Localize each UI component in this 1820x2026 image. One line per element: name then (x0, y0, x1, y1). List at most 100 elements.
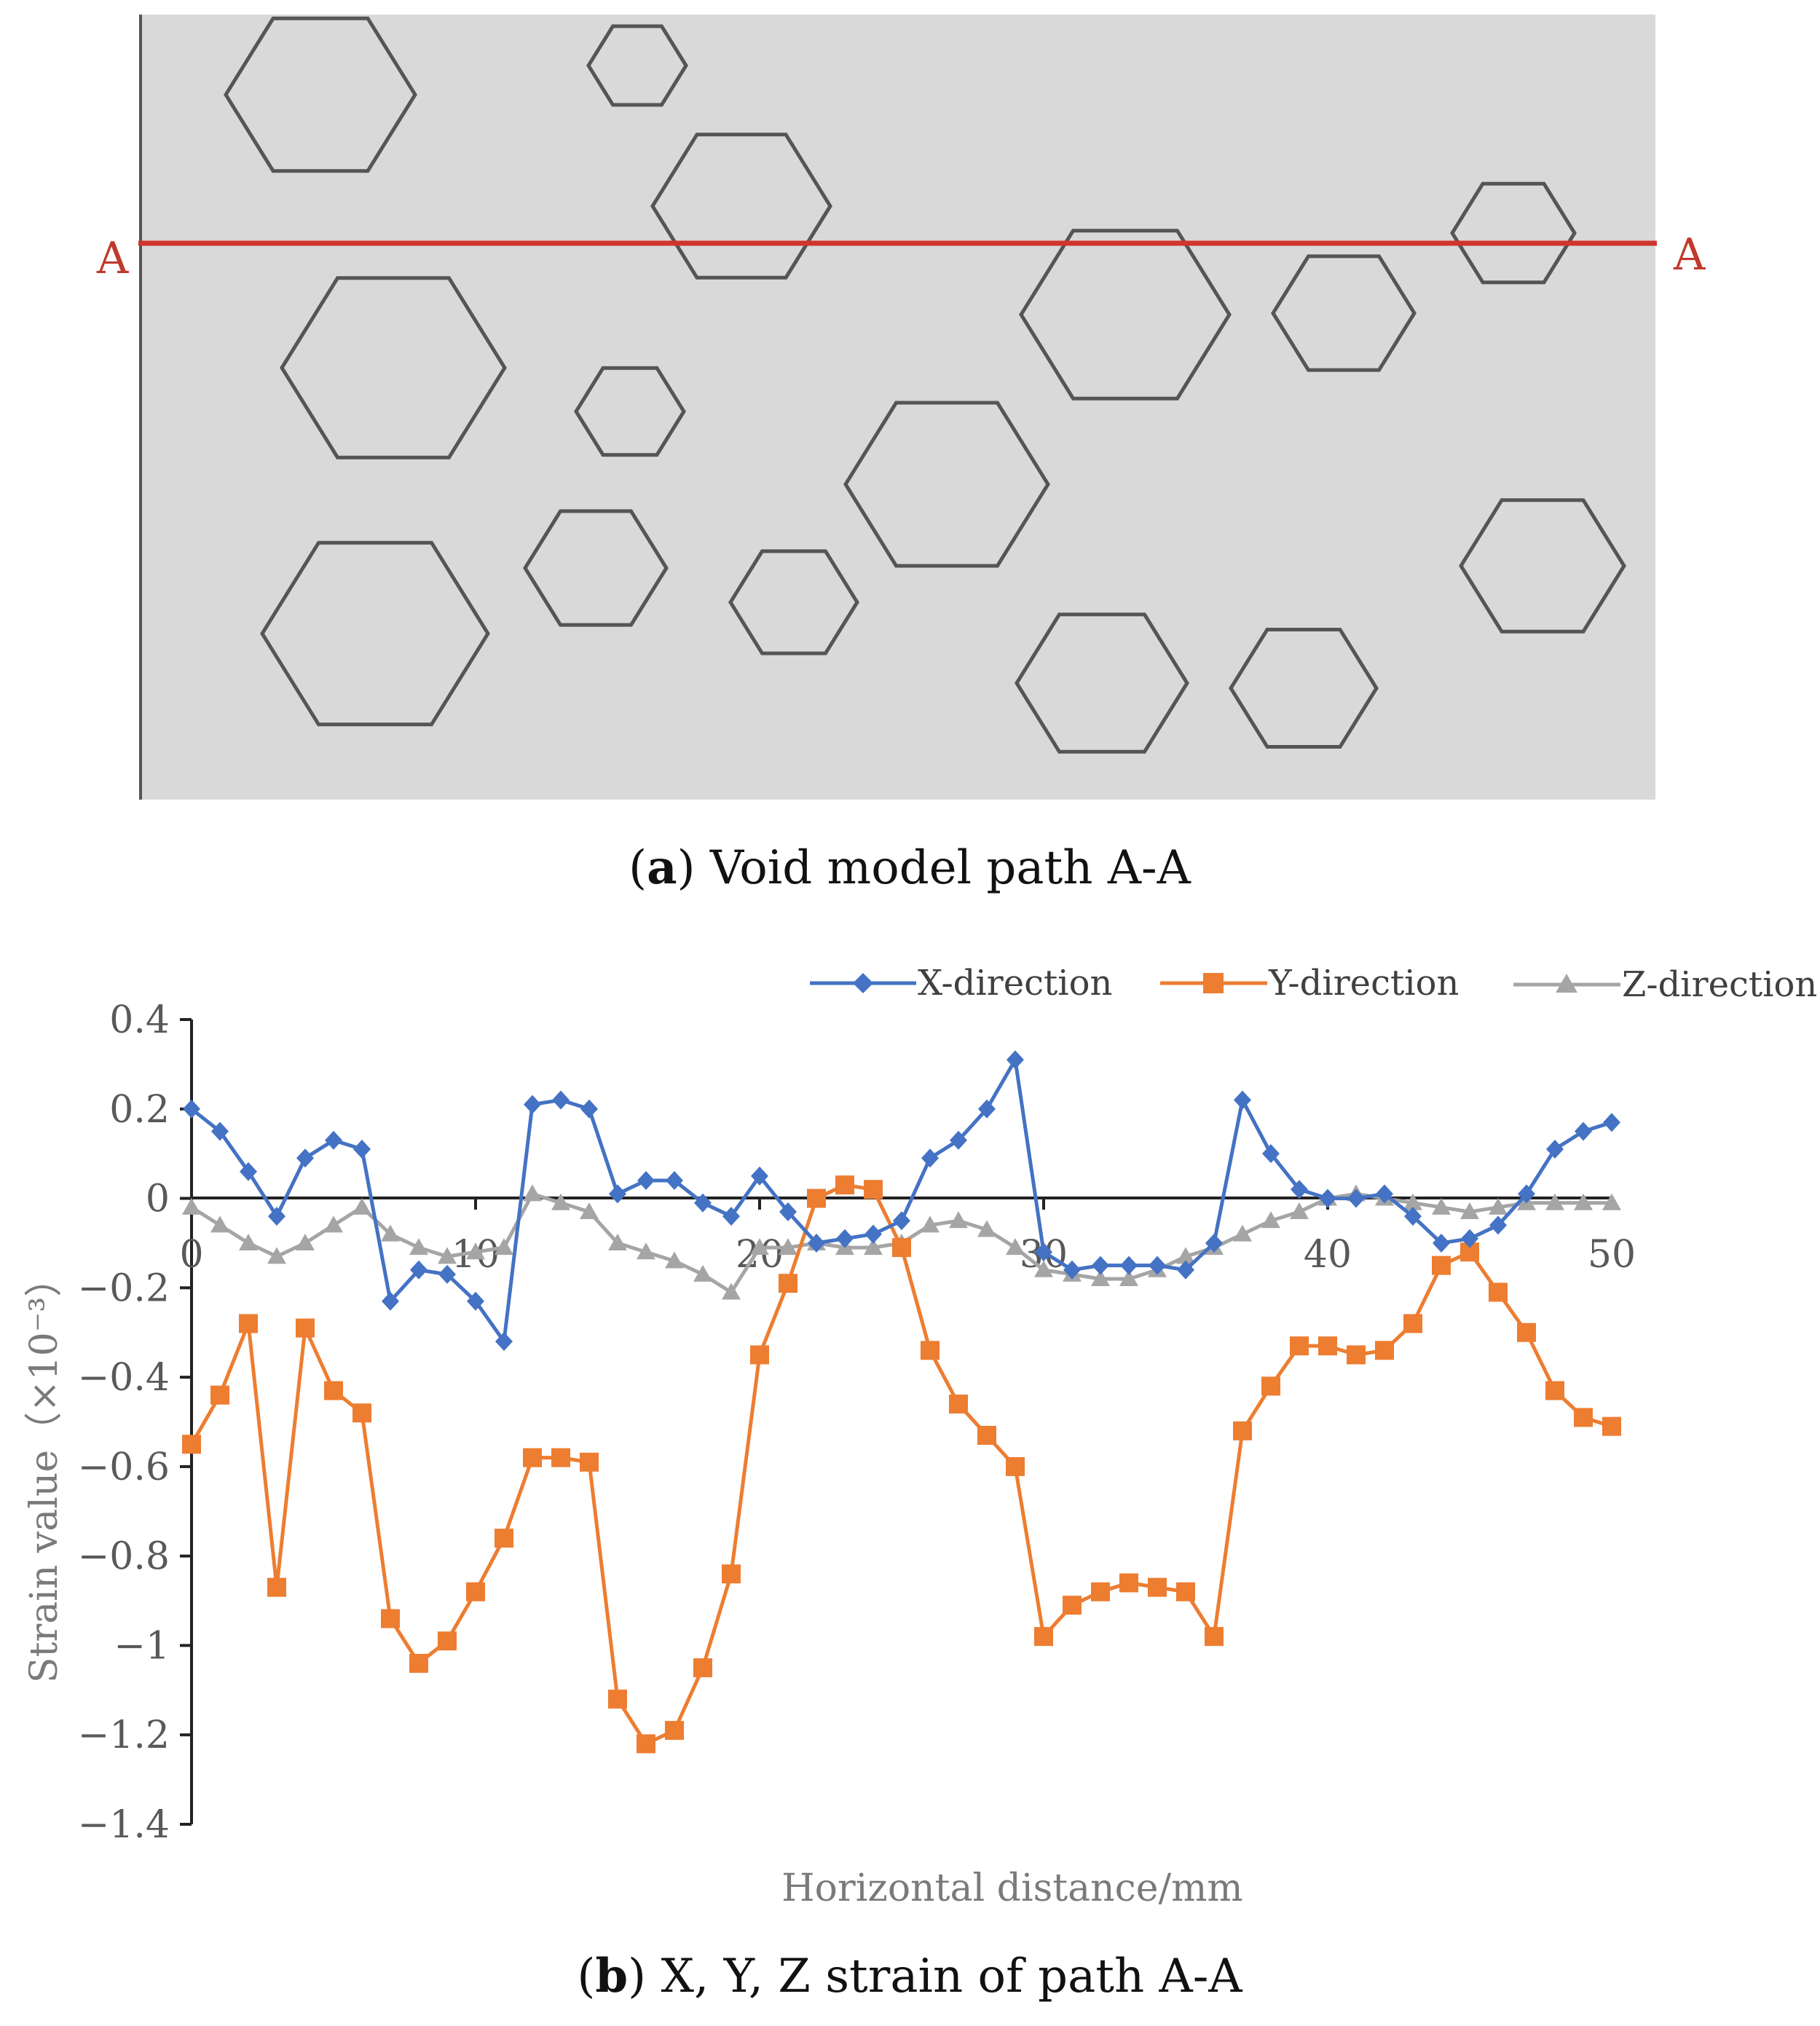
data-point-z (864, 1238, 883, 1256)
data-point-x (978, 1099, 996, 1119)
data-point-y (1489, 1282, 1508, 1302)
data-point-y (949, 1394, 968, 1414)
data-point-x (1035, 1242, 1052, 1262)
data-point-x (1177, 1260, 1194, 1280)
path-label-right: A (1673, 229, 1706, 280)
caption-a-text: Void model path A-A (696, 841, 1191, 895)
y-tick-label: −0.4 (78, 1356, 170, 1400)
data-point-z (381, 1224, 400, 1242)
data-point-x (950, 1130, 967, 1150)
legend: X-direction Y-direction Z-direction (810, 963, 1817, 1005)
data-point-z (324, 1215, 343, 1233)
legend-x-label: X-direction (918, 963, 1112, 1004)
data-point-y (1176, 1582, 1195, 1601)
data-point-x (1205, 1233, 1223, 1253)
data-point-y (1233, 1421, 1252, 1440)
data-point-x (495, 1332, 513, 1351)
data-point-x (524, 1095, 541, 1114)
data-point-y (1517, 1323, 1536, 1342)
data-point-z (608, 1233, 627, 1250)
data-point-y (1205, 1627, 1224, 1647)
data-point-y (864, 1180, 883, 1199)
data-point-x (296, 1148, 314, 1168)
data-point-y (1063, 1596, 1082, 1615)
y-tick-label: −1.2 (78, 1714, 170, 1757)
data-point-z (977, 1220, 996, 1237)
data-point-z (1261, 1211, 1280, 1229)
data-point-x (1319, 1189, 1336, 1208)
data-point-y (1119, 1573, 1138, 1593)
series-y-direction (182, 1175, 1621, 1754)
y-tick-label: 0.4 (109, 998, 170, 1042)
data-point-z (182, 1197, 201, 1215)
y-tick-label: −1.4 (78, 1803, 170, 1847)
data-point-y (1574, 1408, 1593, 1427)
data-point-x (1489, 1215, 1507, 1235)
void-hexagon-15 (1459, 498, 1626, 634)
data-point-z (1602, 1193, 1621, 1210)
data-point-z (1489, 1197, 1508, 1215)
data-point-x (1603, 1113, 1620, 1132)
data-point-y (892, 1238, 911, 1258)
data-point-x (893, 1211, 910, 1231)
data-point-y (409, 1654, 428, 1673)
data-point-y (210, 1385, 229, 1405)
series-x-direction (183, 1050, 1620, 1351)
data-point-x (382, 1291, 399, 1311)
data-point-z (210, 1215, 229, 1233)
data-point-x (1518, 1184, 1535, 1204)
data-point-x (751, 1166, 768, 1186)
legend-item-y: Y-direction (1160, 963, 1459, 1004)
data-point-x (1120, 1256, 1138, 1275)
data-point-y (352, 1403, 371, 1423)
data-point-x (410, 1260, 428, 1280)
data-point-z (580, 1202, 599, 1219)
data-point-x (1149, 1256, 1166, 1275)
y-tick-label: −0.2 (78, 1266, 170, 1310)
void-hexagon-13 (1015, 612, 1189, 754)
data-point-z (352, 1197, 371, 1215)
data-point-x (1092, 1256, 1109, 1275)
data-point-x (1262, 1144, 1280, 1164)
data-point-y (182, 1435, 201, 1454)
data-point-x (1433, 1233, 1450, 1253)
data-point-x (779, 1202, 797, 1221)
data-point-y (1318, 1336, 1337, 1356)
data-point-z (495, 1238, 513, 1256)
data-point-y (1375, 1341, 1394, 1360)
x-axis-title: Horizontal distance/mm (781, 1867, 1242, 1910)
void-hexagon-5 (574, 366, 686, 457)
data-point-z (1290, 1202, 1309, 1219)
y-tick-label: 0.2 (109, 1088, 170, 1132)
data-point-y (807, 1189, 826, 1208)
data-point-y (1006, 1457, 1025, 1476)
data-point-y (296, 1318, 315, 1338)
y-axis-title: Strain value（×10⁻³） (23, 1259, 66, 1683)
data-point-y (1261, 1376, 1280, 1396)
data-point-x (637, 1171, 655, 1190)
data-point-y (1403, 1314, 1422, 1333)
data-point-z (1119, 1269, 1138, 1287)
data-point-x (580, 1099, 598, 1119)
data-point-x (325, 1130, 342, 1150)
caption-a-letter: a (647, 840, 677, 895)
data-point-z (1034, 1260, 1053, 1277)
data-point-z (1091, 1269, 1110, 1287)
data-point-z (693, 1264, 712, 1282)
path-label-left: A (96, 233, 129, 284)
data-point-y (1545, 1381, 1564, 1400)
caption-a: (a) Void model path A-A (629, 840, 1191, 895)
data-point-y (693, 1658, 712, 1678)
data-point-x (722, 1207, 740, 1226)
data-point-x (211, 1122, 229, 1141)
data-point-x (1347, 1189, 1365, 1208)
data-point-z (750, 1238, 769, 1256)
data-point-z (1460, 1202, 1479, 1219)
data-point-x (666, 1171, 683, 1190)
data-point-z (438, 1247, 457, 1264)
y-tick-label: −0.8 (78, 1535, 170, 1579)
data-point-y (1290, 1336, 1309, 1356)
data-point-x (552, 1090, 570, 1110)
data-point-x (921, 1148, 939, 1168)
